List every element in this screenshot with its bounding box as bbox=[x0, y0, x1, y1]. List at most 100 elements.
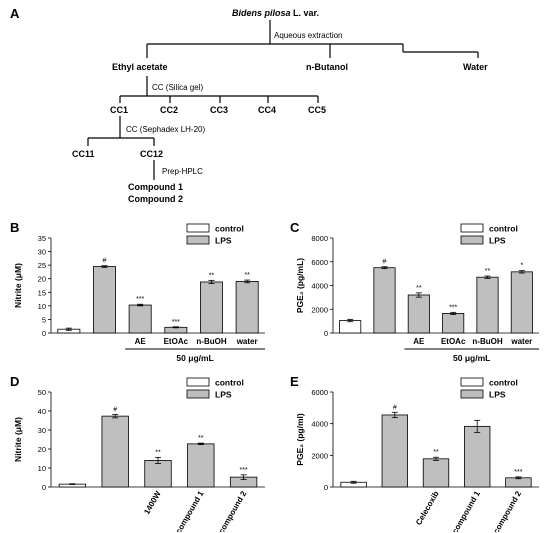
x-tick-label: 1400W bbox=[142, 489, 163, 516]
y-tick-label: 0 bbox=[324, 483, 328, 492]
flow-cc3: CC3 bbox=[210, 105, 228, 115]
flow-fraction-water: Water bbox=[463, 62, 488, 72]
bar bbox=[510, 271, 533, 334]
y-tick-label: 50 bbox=[38, 388, 46, 397]
y-tick-label: 0 bbox=[42, 483, 46, 492]
bar bbox=[422, 458, 450, 488]
y-tick-label: 5 bbox=[42, 315, 46, 324]
y-tick-label: 10 bbox=[38, 464, 46, 473]
x-tick-label: AE bbox=[135, 337, 147, 346]
significance-label: ** bbox=[416, 285, 422, 292]
y-tick-label: 25 bbox=[38, 261, 46, 270]
flow-step1-label: Aqueous extraction bbox=[274, 31, 343, 40]
bar bbox=[339, 320, 362, 334]
bar bbox=[381, 414, 408, 488]
chart-panel-b-nitrite: 0 5 10 15 20 25 30 35 Nitrite (μM) # *** AE *** EtOAc… bbox=[13, 223, 265, 363]
y-tick-label: 4000 bbox=[311, 420, 328, 429]
flow-step4-label: Prep-HPLC bbox=[162, 167, 203, 176]
panel-letter-d: D bbox=[10, 374, 20, 389]
flow-fraction-ethyl-acetate: Ethyl acetate bbox=[112, 62, 168, 72]
y-axis-label: PGE₂ (pg/mL) bbox=[295, 258, 305, 313]
significance-label: ** bbox=[209, 272, 215, 279]
bar bbox=[407, 294, 430, 334]
x-tick-label: compound 2 bbox=[217, 489, 249, 532]
flow-compound-2: Compound 2 bbox=[128, 194, 183, 204]
significance-label: # bbox=[393, 404, 397, 411]
significance-label: # bbox=[383, 259, 387, 266]
panel-letter-c: C bbox=[290, 220, 300, 235]
significance-label: *** bbox=[136, 296, 144, 303]
y-tick-label: 10 bbox=[38, 302, 46, 311]
flow-cc12: CC12 bbox=[140, 149, 163, 159]
group-label: 50 μg/mL bbox=[176, 353, 213, 363]
group-label: 50 μg/mL bbox=[453, 353, 490, 363]
y-tick-label: 15 bbox=[38, 288, 46, 297]
chart-panel-d-nitrite: 0 10 20 30 40 50 Nitrite (μM) # ** 1400W ** compoun… bbox=[13, 377, 265, 532]
legend-swatch bbox=[186, 389, 210, 399]
y-tick-label: 0 bbox=[42, 329, 46, 338]
legend-swatch bbox=[460, 377, 484, 387]
legend-label: control bbox=[215, 378, 244, 388]
x-tick-label: compound 2 bbox=[492, 489, 524, 532]
y-tick-label: 35 bbox=[38, 234, 46, 243]
bar bbox=[442, 313, 465, 334]
y-tick-label: 8000 bbox=[311, 234, 328, 243]
significance-label: ** bbox=[485, 268, 491, 275]
significance-label: *** bbox=[172, 319, 180, 326]
flow-compound-1: Compound 1 bbox=[128, 182, 183, 192]
legend-swatch bbox=[460, 223, 484, 233]
bar bbox=[187, 443, 215, 488]
y-tick-label: 30 bbox=[38, 426, 46, 435]
x-tick-label: water bbox=[510, 337, 532, 346]
significance-label: *** bbox=[240, 467, 248, 474]
significance-label: ** bbox=[433, 449, 439, 456]
significance-label: # bbox=[113, 406, 117, 413]
x-tick-label: EtOAc bbox=[164, 337, 189, 346]
x-tick-label: compound 1 bbox=[450, 489, 482, 532]
significance-label: # bbox=[103, 258, 107, 265]
legend-label: control bbox=[215, 224, 244, 234]
x-tick-label: AE bbox=[413, 337, 425, 346]
significance-label: *** bbox=[514, 469, 522, 476]
bar bbox=[128, 304, 152, 334]
y-tick-label: 30 bbox=[38, 248, 46, 257]
flow-cc4: CC4 bbox=[258, 105, 276, 115]
flow-cc5: CC5 bbox=[308, 105, 326, 115]
flow-step3-label: CC (Sephadex LH-20) bbox=[126, 125, 205, 134]
x-tick-label: n-BuOH bbox=[196, 337, 226, 346]
x-tick-label: n-BuOH bbox=[472, 337, 502, 346]
significance-label: *** bbox=[449, 304, 457, 311]
legend-label: LPS bbox=[489, 236, 506, 246]
significance-label: ** bbox=[244, 272, 250, 279]
legend-swatch bbox=[460, 389, 484, 399]
bar bbox=[373, 267, 396, 334]
legend-swatch bbox=[186, 377, 210, 387]
x-tick-label: compound 1 bbox=[174, 489, 206, 532]
flow-cc11: CC11 bbox=[72, 149, 95, 159]
legend-label: LPS bbox=[215, 236, 232, 246]
legend-label: LPS bbox=[489, 390, 506, 400]
significance-label: ** bbox=[155, 449, 161, 456]
y-tick-label: 0 bbox=[324, 329, 328, 338]
y-axis-label: Nitrite (μM) bbox=[13, 263, 23, 308]
flow-cc2: CC2 bbox=[160, 105, 178, 115]
y-axis-label: PGE₂ (pg/ml) bbox=[295, 413, 305, 466]
legend-swatch bbox=[460, 235, 484, 245]
chart-panel-e-pge2: 0 2000 4000 6000 PGE₂ (pg/ml) # ** Celecoxib com… bbox=[295, 377, 539, 532]
panel-letter-b: B bbox=[10, 220, 20, 235]
bar bbox=[144, 460, 172, 488]
x-tick-label: Celecoxib bbox=[414, 489, 441, 526]
legend-swatch bbox=[186, 223, 210, 233]
legend-label: control bbox=[489, 378, 518, 388]
bar bbox=[93, 266, 116, 334]
y-axis-label: Nitrite (μM) bbox=[13, 417, 23, 462]
significance-label: * bbox=[520, 263, 523, 270]
y-tick-label: 6000 bbox=[311, 388, 328, 397]
flow-cc1: CC1 bbox=[110, 105, 128, 115]
flow-step2-label: CC (Silica gel) bbox=[152, 83, 203, 92]
legend-swatch bbox=[186, 235, 210, 245]
bar bbox=[464, 425, 491, 488]
bar bbox=[200, 281, 223, 334]
x-tick-label: EtOAc bbox=[441, 337, 466, 346]
